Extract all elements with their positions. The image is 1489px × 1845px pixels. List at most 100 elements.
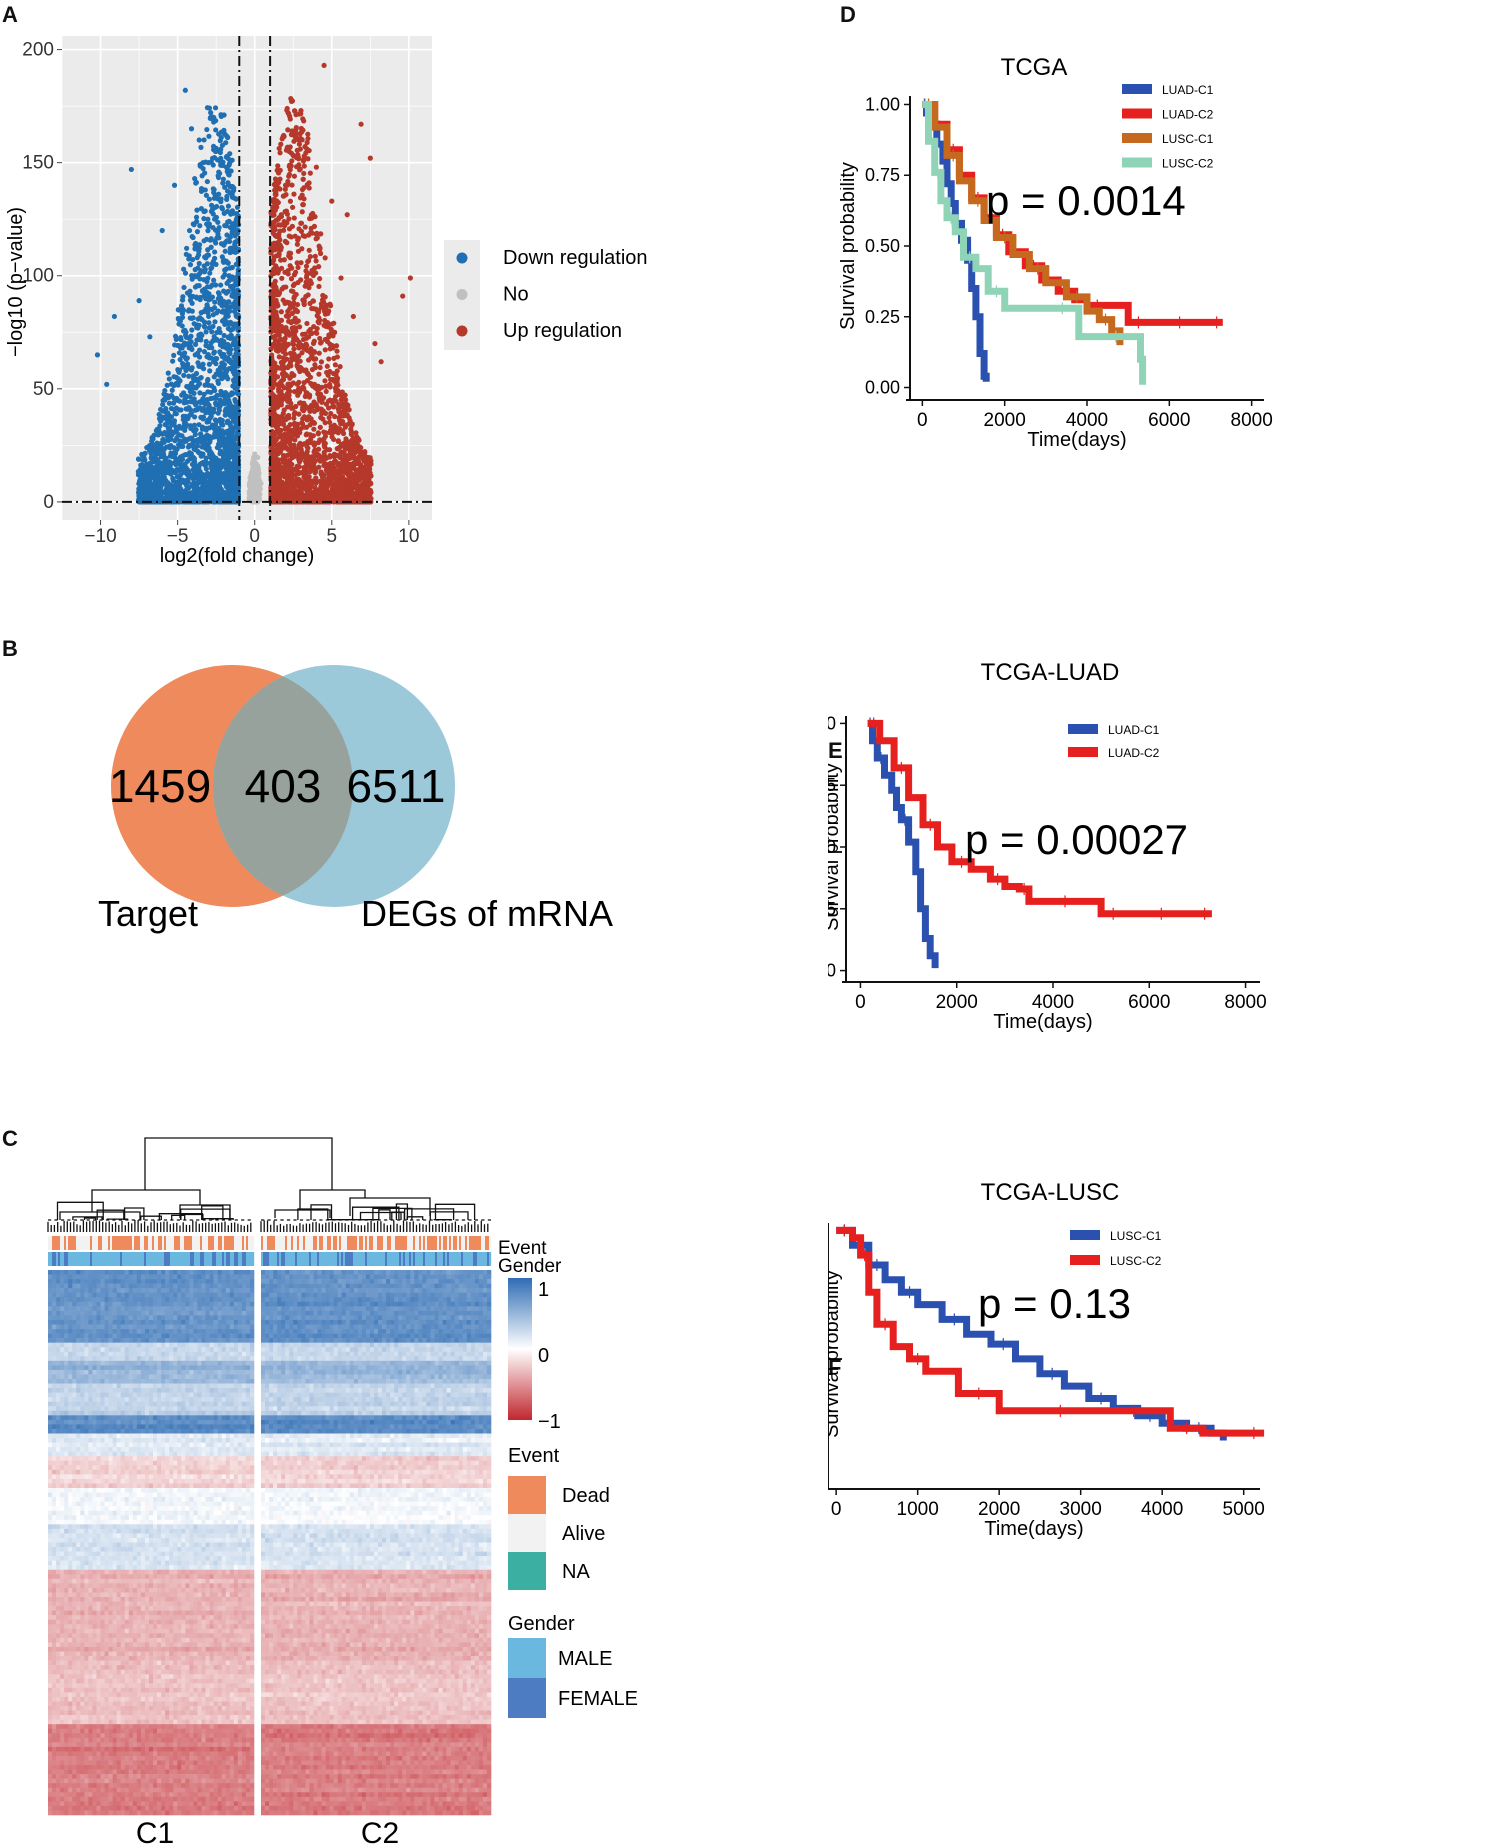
point-down [225,325,231,332]
point-down [194,337,200,343]
point-down [230,369,236,375]
point-down [213,282,219,288]
point-down [176,431,182,438]
point-down [186,373,192,379]
point-down [212,431,218,437]
point-down [183,421,189,428]
point-down [228,472,234,479]
point-down [211,277,217,283]
point-down [235,228,241,234]
point-down [192,431,198,438]
point-down [208,202,215,208]
point-up [289,370,295,377]
point-up [318,231,324,237]
point-down [217,364,223,370]
point-down [222,490,228,496]
point-down [206,402,212,408]
point-down [206,105,213,111]
point-down [205,483,211,489]
point-down [173,411,179,417]
point-up [276,145,282,152]
point-down [191,488,198,494]
point-down [135,456,142,462]
point-down [181,266,187,272]
point-down [232,243,238,250]
point-down [218,388,224,394]
point-down [229,274,235,280]
point-down [154,426,160,432]
point-down [184,471,190,478]
point-down [178,425,185,431]
point-down [202,294,208,300]
point-up [291,191,297,197]
point-down [215,219,221,225]
point-up [295,264,301,271]
point-down [224,447,230,453]
point-down [216,224,222,231]
point-down [212,105,219,111]
point-down [204,178,210,185]
point-down [164,470,170,476]
point-down [179,392,185,398]
point-down [164,463,171,469]
point-down [158,417,164,423]
point-down [217,442,223,448]
point-down [198,268,204,274]
point-up [304,320,310,327]
point-down [205,417,211,423]
point-down [231,195,237,201]
point-down [194,439,201,445]
point-down [177,318,184,324]
point-down [189,327,195,333]
point-down [177,378,183,384]
point-up [305,156,311,162]
point-down [189,346,195,353]
point-down [173,380,179,387]
point-down [231,483,238,489]
point-down [195,325,201,331]
point-down [205,376,211,383]
point-down [227,343,233,350]
point-down [171,352,177,358]
point-down [224,165,230,171]
point-down [204,397,210,403]
point-down [227,249,233,256]
point-down [196,248,202,254]
point-down [202,324,208,330]
point-down [228,333,234,340]
point-down [201,216,207,222]
point-down [201,238,207,244]
point-down [140,457,146,463]
point-down [217,170,223,177]
point-down [224,208,231,214]
point-down [181,372,187,378]
point-down [200,165,206,172]
panel-label-c: C [2,1126,18,1152]
point-down [174,479,180,486]
point-down [158,487,164,494]
point-down [219,254,225,260]
point-down [196,260,202,267]
point-down [208,383,215,389]
point-down [211,460,217,466]
point-down [211,374,217,380]
point-down [201,349,208,355]
point-down [220,180,226,186]
point-down [160,402,166,408]
point-down [210,162,216,168]
point-down [164,420,170,426]
point-up [326,415,332,421]
point-down [150,490,157,496]
point-down [188,367,194,373]
point-down [164,410,170,417]
point-up [340,430,347,437]
point-down [226,349,232,356]
point-down [218,241,225,247]
point-up [298,220,304,226]
point-down [188,333,194,339]
point-down [146,461,152,467]
point-up [301,170,307,177]
point-down [210,211,216,217]
point-down [170,499,177,505]
point-down [199,426,206,432]
